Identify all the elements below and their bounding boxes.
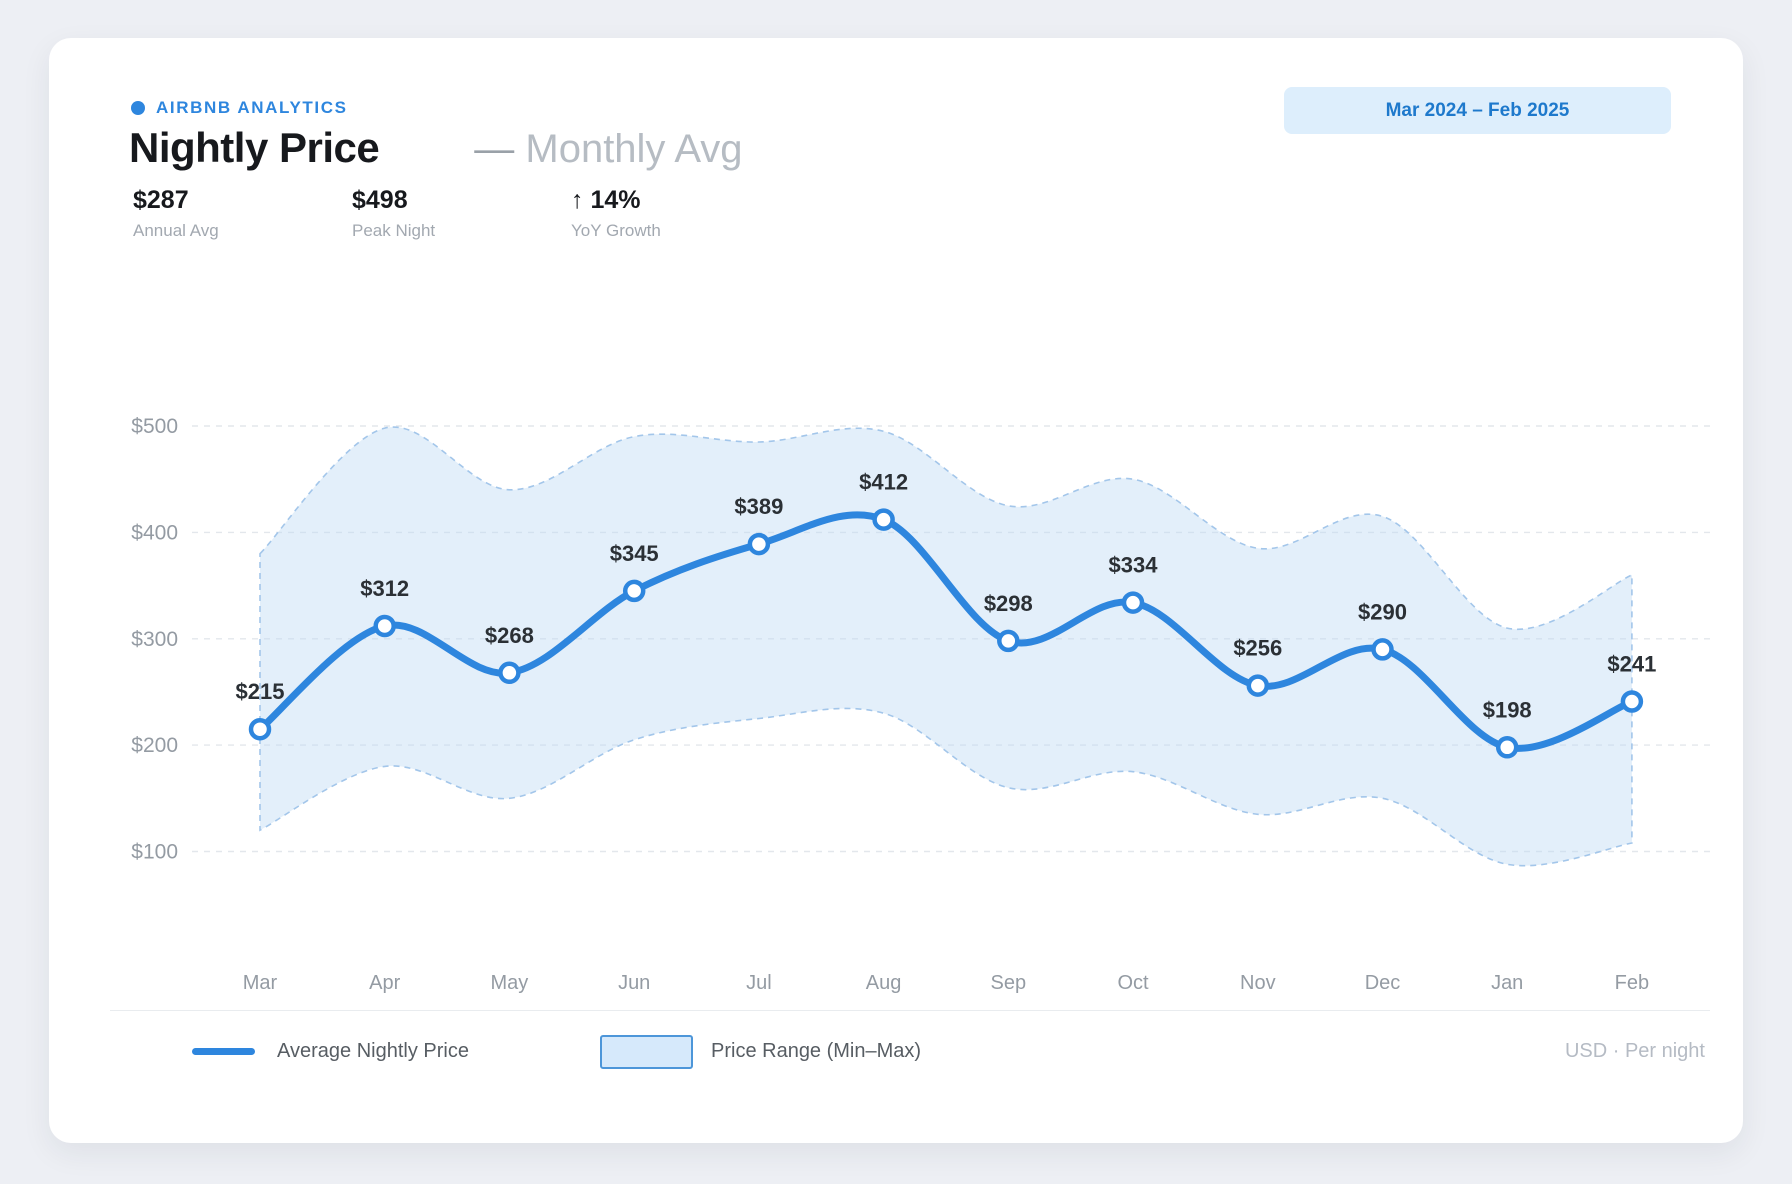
x-axis-label: Jul xyxy=(746,972,772,994)
annual-avg-value: $287 xyxy=(133,186,189,214)
x-axis-label: Jan xyxy=(1491,972,1523,994)
x-axis-label: Feb xyxy=(1615,972,1649,994)
data-point-label: $298 xyxy=(984,591,1033,616)
y-axis-tick: $300 xyxy=(131,628,178,651)
data-point-marker xyxy=(373,614,396,638)
data-point-marker xyxy=(622,579,646,603)
peak-night-label: Peak Night xyxy=(352,221,436,240)
y-axis-tick: $100 xyxy=(131,841,178,864)
brand-dot-icon xyxy=(131,101,145,115)
subtitle-text: Monthly Avg xyxy=(525,127,743,171)
x-axis-label: Oct xyxy=(1117,972,1149,994)
stat-annual-avg: $287 Annual Avg xyxy=(133,186,219,241)
average-price-line xyxy=(256,511,1636,752)
data-point-marker xyxy=(1620,690,1644,713)
legend-line-swatch xyxy=(192,1048,255,1055)
yoy-growth-label: YoY Growth xyxy=(571,221,661,240)
y-axis-tick: $500 xyxy=(131,415,178,438)
data-point-label: $312 xyxy=(360,576,409,601)
legend-line-label: Average Nightly Price xyxy=(277,1040,469,1062)
x-axis-label: Apr xyxy=(369,972,400,994)
date-range-badge[interactable]: Mar 2024 – Feb 2025 xyxy=(1284,87,1671,134)
data-point-marker xyxy=(872,508,895,531)
x-axis-label: Nov xyxy=(1240,972,1276,994)
data-point-label: $290 xyxy=(1358,599,1407,624)
data-point-label: $389 xyxy=(734,494,783,519)
price-range-band xyxy=(259,426,1633,867)
data-point-label: $198 xyxy=(1483,697,1532,722)
legend-divider xyxy=(110,1010,1710,1011)
data-point-label: $241 xyxy=(1607,652,1656,677)
y-axis-tick: $400 xyxy=(131,521,178,544)
subtitle-dash: — xyxy=(474,127,515,171)
data-point-marker xyxy=(248,717,272,741)
legend-band-label: Price Range (Min–Max) xyxy=(711,1040,922,1062)
price-line-chart: $500 $400 $300 $200 $100 $215 Mar $312 Apr $268 Ma… xyxy=(131,415,1710,994)
data-point-label: $215 xyxy=(236,679,285,704)
annual-avg-label: Annual Avg xyxy=(133,221,219,240)
legend-band-swatch xyxy=(600,1035,693,1069)
data-point-marker xyxy=(997,629,1020,653)
x-axis-label: May xyxy=(491,972,529,994)
x-axis-label: Mar xyxy=(243,972,278,994)
y-axis-tick: $200 xyxy=(131,734,178,757)
data-point-marker xyxy=(1371,638,1394,661)
data-point-marker xyxy=(747,532,771,556)
x-axis-label: Jun xyxy=(618,972,650,994)
data-point-label: $256 xyxy=(1233,636,1282,661)
x-axis-label: Sep xyxy=(991,972,1027,994)
page-title: Nightly Price xyxy=(129,124,380,171)
x-axis-label: Dec xyxy=(1365,972,1401,994)
data-point-marker xyxy=(1121,591,1145,614)
page-subtitle: — Monthly Avg xyxy=(474,127,742,172)
stat-yoy-growth: ↑ 14% YoY Growth xyxy=(571,186,661,241)
stat-peak-night: $498 Peak Night xyxy=(352,186,435,241)
title-row: Nightly Price — Monthly Avg xyxy=(129,124,743,172)
data-point-marker xyxy=(498,661,521,685)
data-point-marker xyxy=(1495,736,1519,759)
brand: AIRBNB ANALYTICS xyxy=(131,98,348,118)
data-point-marker xyxy=(1246,674,1270,697)
peak-night-value: $498 xyxy=(352,186,408,214)
up-arrow-icon: ↑ xyxy=(571,186,584,214)
analytics-card: AIRBNB ANALYTICS Nightly Price — Monthly… xyxy=(49,38,1743,1143)
yoy-growth-value: 14% xyxy=(590,186,641,214)
x-axis-label: Aug xyxy=(866,972,902,994)
data-point-label: $268 xyxy=(485,623,534,648)
data-point-label: $345 xyxy=(610,541,659,566)
data-point-label: $412 xyxy=(859,470,908,495)
brand-label: AIRBNB ANALYTICS xyxy=(156,98,348,117)
data-point-label: $334 xyxy=(1109,553,1159,578)
currency-unit-note: USD · Per night xyxy=(1564,1040,1705,1062)
